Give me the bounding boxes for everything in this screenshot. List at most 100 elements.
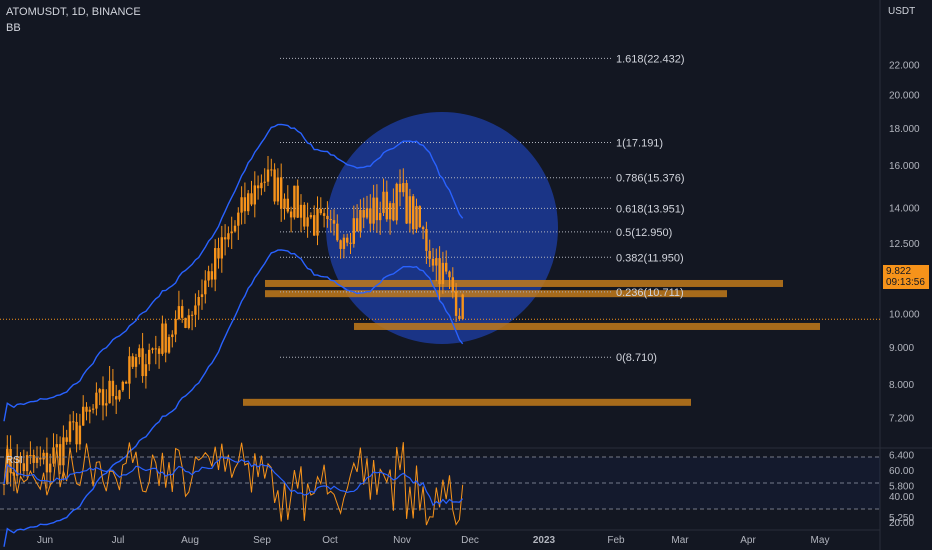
candle-body <box>448 271 451 278</box>
candle-body <box>329 219 332 221</box>
time-tick: Mar <box>671 535 689 546</box>
candle-body <box>431 258 435 266</box>
candle-body <box>303 204 306 227</box>
candle-body <box>289 211 293 218</box>
price-tick: 7.200 <box>889 413 914 424</box>
candle-body <box>283 198 286 209</box>
candle-body <box>187 315 190 328</box>
candle-body <box>372 197 375 224</box>
candle-body <box>32 455 35 463</box>
candle-body <box>412 196 415 230</box>
candle-body <box>177 306 181 319</box>
time-tick: Apr <box>740 535 756 546</box>
candle-body <box>230 231 233 234</box>
candle-body <box>316 208 319 236</box>
candle-body <box>78 425 82 445</box>
candle-body <box>194 305 197 315</box>
price-tick: 22.000 <box>889 61 920 72</box>
fib-level-label: 0(8.710) <box>616 352 657 364</box>
candle-body <box>296 185 299 218</box>
candle-body <box>299 204 303 218</box>
candle-body <box>207 271 210 281</box>
candle-body <box>280 177 283 209</box>
candle-body <box>68 421 72 442</box>
candle-body <box>435 258 438 266</box>
currency-unit[interactable]: USDT <box>888 6 916 17</box>
symbol-title[interactable]: ATOMUSDT, 1D, BINANCE <box>6 6 141 18</box>
current-price-badge: 9.822 09:13:56 <box>883 265 929 289</box>
candle-body <box>438 258 441 285</box>
rsi-tick: 40.00 <box>889 492 914 503</box>
rsi-line <box>3 442 464 526</box>
candle-body <box>91 408 95 410</box>
candle-body <box>421 227 425 230</box>
candle-body <box>148 349 151 365</box>
countdown: 09:13:56 <box>886 277 925 288</box>
candle-body <box>124 381 128 384</box>
price-tick: 12.500 <box>889 239 920 250</box>
price-tick: 5.800 <box>889 482 914 493</box>
support-resistance-zone <box>265 279 783 287</box>
current-price: 9.822 <box>886 266 912 277</box>
candle-body <box>29 455 32 457</box>
candle-body <box>227 233 230 240</box>
candle-body <box>237 212 240 226</box>
time-tick: Aug <box>181 535 199 546</box>
candle-body <box>336 223 339 241</box>
candle-body <box>214 248 217 280</box>
candle-body <box>52 447 55 464</box>
candle-body <box>22 463 25 472</box>
candle-body <box>95 392 98 409</box>
candle-body <box>362 209 365 218</box>
candle-body <box>171 334 174 338</box>
fib-level-label: 0.236(10.711) <box>616 287 684 299</box>
candle-body <box>121 381 124 391</box>
candle-body <box>204 280 207 295</box>
candle-body <box>115 396 118 400</box>
candle-body <box>144 364 148 377</box>
candle-body <box>161 323 164 354</box>
candle-body <box>405 183 408 224</box>
candle-body <box>45 452 49 473</box>
candle-body <box>75 421 78 445</box>
candle-body <box>293 185 296 218</box>
fib-level-label: 0.618(13.951) <box>616 203 685 215</box>
candle-body <box>445 262 448 272</box>
candle-body <box>461 294 464 319</box>
price-tick: 5.250 <box>889 513 914 524</box>
candle-body <box>128 356 131 384</box>
candle-body <box>352 218 355 244</box>
candle-body <box>16 455 19 476</box>
candle-body <box>273 169 276 202</box>
candle-body <box>388 203 392 220</box>
candle-body <box>111 380 115 397</box>
candle-body <box>346 237 349 243</box>
candle-body <box>385 191 388 220</box>
candle-body <box>118 390 121 400</box>
indicator-label[interactable]: BB <box>6 22 21 34</box>
time-tick: Feb <box>607 535 625 546</box>
bollinger-upper-band <box>3 123 464 422</box>
candle-body <box>306 217 309 227</box>
candle-body <box>210 271 214 280</box>
rsi-ma-line <box>3 455 464 507</box>
candle-body <box>379 212 382 221</box>
candle-body <box>402 183 405 193</box>
candle-body <box>223 237 227 240</box>
candle-body <box>319 208 322 214</box>
candle-body <box>154 348 157 350</box>
candle-body <box>108 380 111 404</box>
price-tick: 6.400 <box>889 451 914 462</box>
candle-body <box>253 185 256 205</box>
candle-body <box>62 437 65 466</box>
candle-body <box>270 169 273 171</box>
candle-body <box>458 315 461 319</box>
time-tick: 2023 <box>533 535 556 546</box>
price-tick: 16.000 <box>889 161 920 172</box>
rsi-label[interactable]: RSI <box>6 455 23 466</box>
candle-body <box>250 193 253 205</box>
candle-body <box>313 215 316 236</box>
candle-body <box>157 348 161 354</box>
candle-body <box>266 169 270 182</box>
